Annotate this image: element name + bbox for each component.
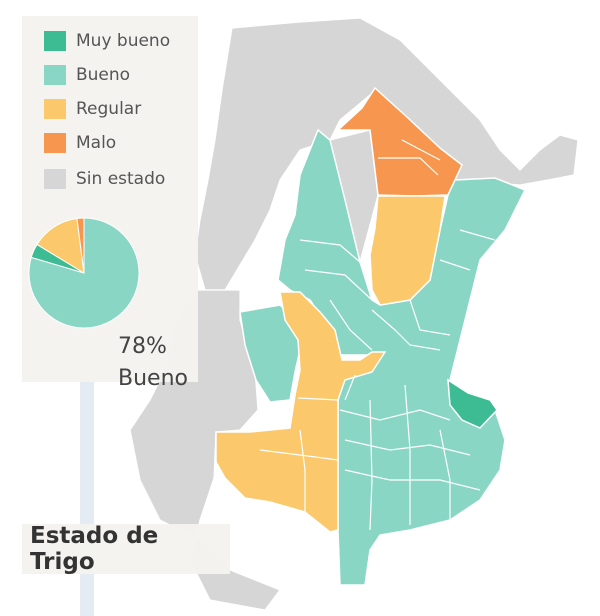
- map-region-regular-north: [369, 195, 446, 306]
- pie-slice-malo: [76, 217, 85, 274]
- legend-item-sin-estado: Sin estado: [44, 166, 165, 192]
- legend-swatch: [44, 169, 66, 189]
- summary-percent: 78%: [118, 334, 167, 359]
- legend-swatch: [44, 133, 66, 153]
- legend-swatch: [44, 65, 66, 85]
- legend-item-regular: Regular: [44, 96, 141, 122]
- summary-label: Bueno: [118, 366, 188, 391]
- map-region-regular-center: [215, 291, 387, 533]
- legend-label: Regular: [76, 99, 142, 119]
- map-title: Estado de Trigo: [30, 523, 159, 575]
- legend-label: Bueno: [76, 65, 131, 85]
- legend-panel: Muy bueno Bueno Regular Malo Sin estado …: [22, 16, 198, 391]
- legend-item-muy-bueno: Muy bueno: [44, 28, 170, 54]
- status-pie-chart: [28, 217, 140, 329]
- legend-label: Sin estado: [76, 169, 166, 189]
- legend-swatch: [44, 99, 66, 119]
- title-panel: Estado de Trigo: [22, 523, 230, 575]
- legend-item-malo: Malo: [44, 130, 116, 156]
- legend-swatch: [44, 31, 66, 51]
- map-region-muy-bueno: [447, 378, 498, 429]
- map-border-lines: [378, 139, 441, 176]
- legend-label: Muy bueno: [76, 31, 171, 51]
- legend-label: Malo: [76, 133, 117, 153]
- legend-item-bueno: Bueno: [44, 62, 130, 88]
- map-department-borders: [259, 229, 496, 531]
